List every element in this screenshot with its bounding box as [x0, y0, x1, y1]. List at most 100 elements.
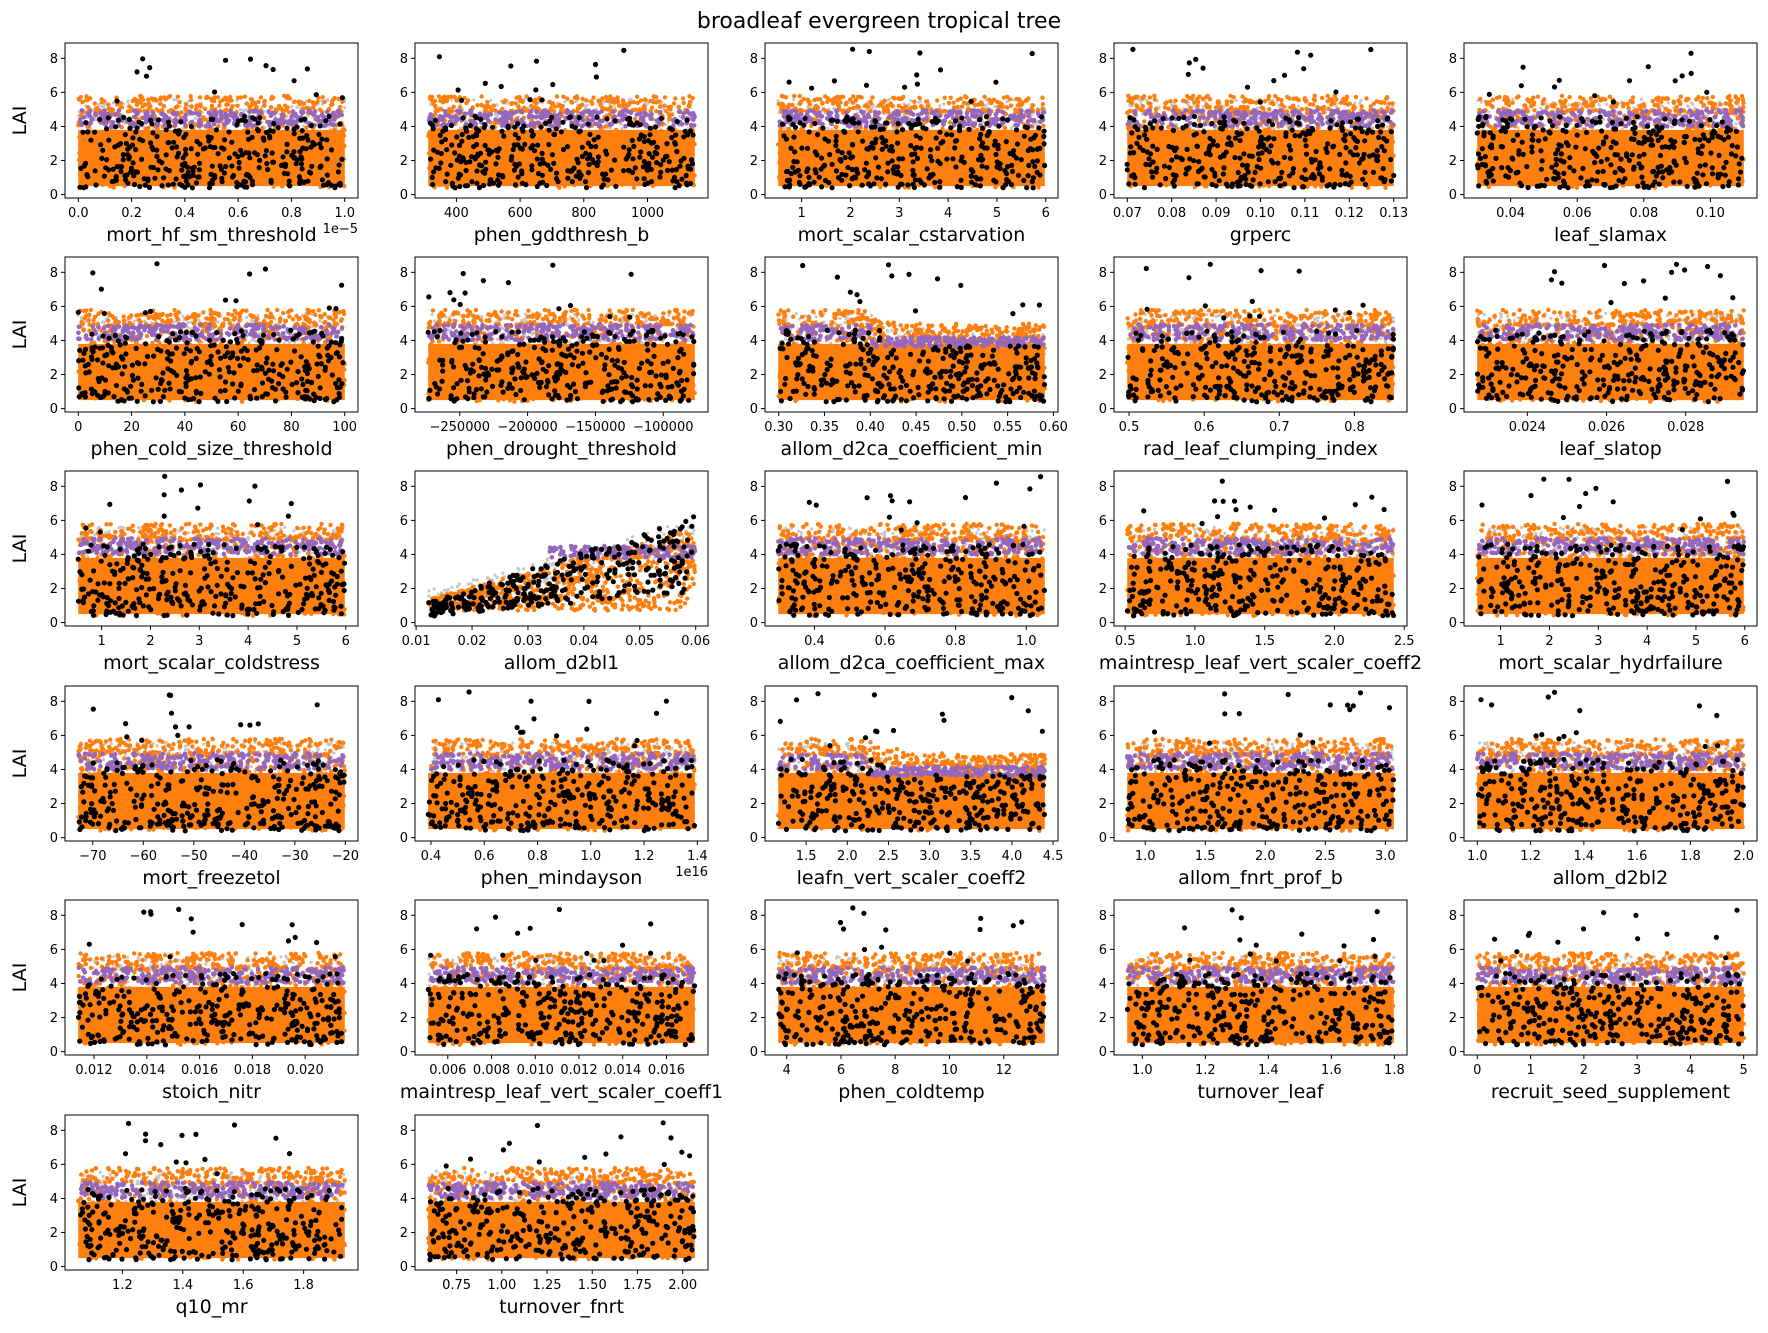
orange-point	[930, 129, 935, 135]
black-point	[177, 181, 183, 187]
black-point	[319, 136, 325, 142]
purple-point	[434, 123, 439, 128]
black-point	[242, 179, 249, 185]
orange-point	[269, 144, 274, 149]
background-point	[489, 98, 493, 102]
black-point	[674, 179, 680, 185]
x-tick-label: 0.6	[228, 206, 249, 221]
black-point	[229, 163, 235, 169]
orange-point	[426, 133, 431, 139]
black-point	[879, 135, 885, 141]
orange-point	[497, 142, 502, 148]
black-point	[918, 145, 924, 151]
black-point	[88, 137, 94, 143]
orange-point	[427, 165, 432, 171]
black-point	[510, 146, 516, 153]
black-point	[154, 147, 160, 153]
orange-point	[103, 152, 108, 157]
purple-point	[331, 117, 337, 122]
black-point	[456, 142, 463, 148]
orange-point	[194, 129, 199, 134]
orange-point	[1330, 132, 1335, 138]
black-point	[542, 120, 549, 127]
black-point	[672, 141, 679, 147]
background-point	[1249, 126, 1253, 130]
orange-point	[490, 135, 496, 141]
orange-point	[106, 102, 111, 107]
black-point	[209, 163, 215, 169]
black-point	[797, 173, 803, 179]
orange-point	[856, 153, 861, 158]
black-point	[645, 180, 651, 186]
background-point	[1137, 98, 1142, 102]
black-point	[560, 146, 567, 153]
orange-point	[556, 143, 561, 148]
black-point	[1003, 171, 1010, 177]
orange-point	[660, 148, 666, 153]
orange-point	[886, 131, 892, 136]
background-point	[193, 117, 197, 121]
orange-point	[620, 101, 626, 107]
black-point	[676, 183, 682, 189]
black-point	[648, 140, 654, 146]
black-point	[1041, 133, 1047, 140]
orange-point	[178, 110, 184, 115]
orange-point	[516, 104, 521, 110]
orange-point	[941, 109, 946, 114]
orange-point	[280, 167, 285, 172]
orange-point	[672, 159, 677, 164]
background-point	[496, 114, 500, 118]
orange-point	[941, 170, 946, 175]
orange-point	[464, 172, 470, 177]
black-point	[474, 180, 480, 186]
black-point	[455, 87, 461, 93]
black-point	[436, 54, 442, 60]
orange-point	[1004, 105, 1010, 110]
black-point	[593, 144, 599, 150]
purple-point	[788, 109, 793, 115]
black-point	[671, 174, 678, 180]
purple-point	[1015, 122, 1020, 128]
scatter-points	[776, 46, 1048, 191]
orange-point	[144, 136, 149, 141]
black-point	[993, 79, 999, 85]
orange-point	[692, 173, 697, 178]
purple-point	[103, 111, 108, 117]
purple-point	[806, 109, 811, 114]
orange-point	[891, 95, 896, 101]
black-point	[579, 144, 586, 150]
black-point	[831, 78, 838, 84]
x-axis-label: mort_scalar_cstarvation	[798, 224, 1026, 246]
black-point	[972, 182, 979, 188]
black-point	[467, 159, 473, 165]
orange-point	[882, 98, 887, 104]
purple-point	[272, 110, 277, 116]
black-point	[139, 156, 145, 162]
black-point	[593, 74, 600, 80]
orange-point	[692, 141, 697, 147]
purple-point	[468, 108, 474, 113]
orange-point	[662, 95, 668, 100]
orange-point	[828, 144, 833, 149]
orange-point	[507, 141, 512, 147]
black-point	[652, 124, 659, 130]
orange-point	[655, 131, 661, 136]
x-tick-label: 0.0	[68, 206, 89, 221]
orange-point	[812, 97, 818, 103]
purple-point	[810, 108, 816, 114]
orange-point	[567, 156, 573, 162]
orange-point	[205, 149, 210, 154]
orange-point	[456, 128, 461, 134]
orange-point	[876, 182, 881, 187]
black-point	[894, 129, 900, 135]
orange-point	[858, 178, 863, 184]
orange-point	[857, 94, 863, 100]
black-point	[499, 128, 505, 134]
background-point	[325, 98, 330, 102]
black-point	[879, 146, 885, 152]
black-point	[105, 115, 111, 121]
orange-point	[158, 101, 163, 106]
background-point	[319, 99, 323, 103]
orange-point	[552, 109, 557, 114]
